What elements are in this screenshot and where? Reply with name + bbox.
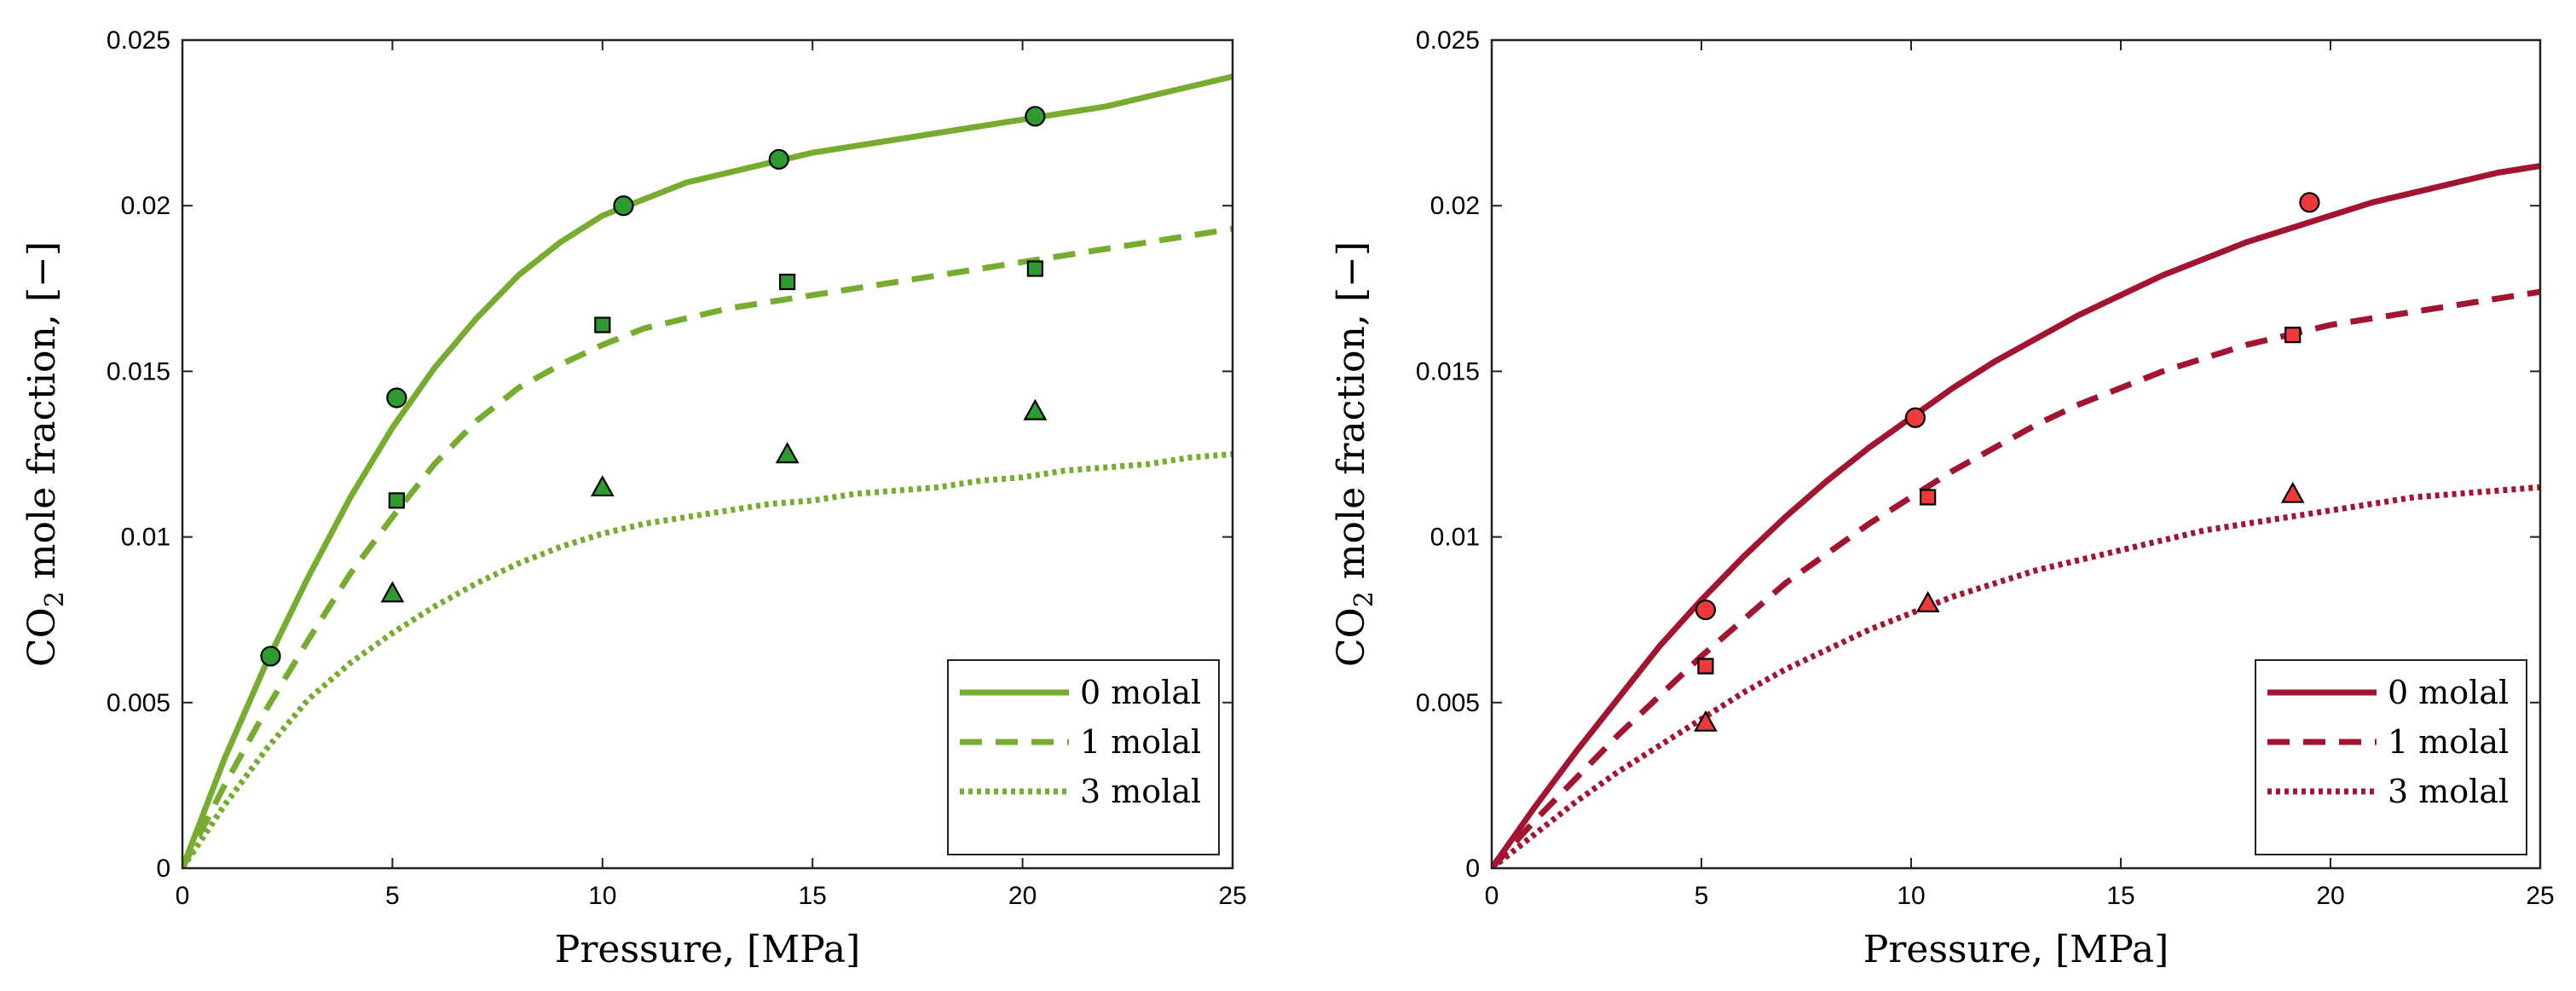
- legend-label: 0 molal: [1080, 674, 1201, 711]
- y-tick-label: 0.01: [121, 524, 170, 552]
- data-point-circle: [1695, 599, 1717, 621]
- y-tick-label: 0.02: [1430, 192, 1480, 220]
- x-tick-label: 0: [1485, 882, 1499, 910]
- x-tick-label: 5: [1695, 882, 1709, 910]
- data-point-triangle: [1915, 591, 1940, 612]
- series-line-1-molal: [1492, 288, 2540, 868]
- x-tick-label: 10: [1897, 882, 1925, 910]
- y-tick-label: 0.025: [1416, 26, 1480, 55]
- y-axis-title-subscript: 2: [1349, 591, 1379, 607]
- y-tick-label: 0.02: [121, 192, 170, 220]
- series-line-1-molal: [182, 225, 1233, 868]
- data-point-triangle: [1023, 398, 1048, 420]
- x-tick-label: 15: [799, 882, 827, 910]
- y-tick-label: 0.025: [107, 26, 170, 55]
- y-tick-label: 0.015: [1416, 357, 1480, 385]
- y-axis-title-prefix: CO: [1330, 607, 1373, 667]
- curves-group: [182, 73, 1233, 868]
- axes-box: [1490, 38, 2542, 870]
- series-line-3-molal: [1492, 484, 2540, 868]
- data-point-triangle: [380, 581, 405, 603]
- x-tick-label: 20: [2316, 882, 2344, 910]
- y-tick-label: 0: [1465, 855, 1480, 883]
- axes-box: [181, 38, 1234, 870]
- x-tick-label: 10: [588, 882, 616, 910]
- series-line-0-molal: [182, 73, 1233, 868]
- y-tick-label: 0.005: [107, 689, 170, 717]
- legend-label: 3 molal: [1080, 773, 1201, 810]
- curves-group: [1492, 163, 2540, 868]
- y-axis-title-subscript: 2: [40, 591, 70, 607]
- legend-label: 3 molal: [2388, 773, 2509, 810]
- y-axis-title-suffix: mole fraction, [−]: [20, 241, 64, 591]
- data-point-square: [2284, 327, 2302, 344]
- y-axis-title: CO2 mole fraction, [−]: [1330, 241, 1379, 667]
- data-point-circle: [613, 195, 634, 217]
- data-point-square: [1920, 489, 1937, 506]
- legend: 0 molal 1 molal 3 molal: [947, 659, 1220, 855]
- data-point-circle: [2299, 192, 2320, 213]
- data-point-triangle: [2280, 481, 2305, 503]
- series-line-3-molal: [182, 451, 1233, 868]
- y-axis-title-suffix: mole fraction, [−]: [1330, 241, 1373, 591]
- x-axis-title: Pressure, [MPa]: [1863, 928, 2169, 971]
- data-point-square: [1026, 260, 1043, 277]
- y-tick-label: 0: [156, 855, 170, 883]
- x-tick-label: 25: [1218, 882, 1246, 910]
- y-axis-title-prefix: CO: [20, 607, 64, 667]
- data-point-circle: [768, 148, 789, 170]
- y-axis-title: CO2 mole fraction, [−]: [20, 241, 70, 667]
- data-point-triangle: [1694, 710, 1718, 732]
- data-point-square: [594, 316, 611, 333]
- data-point-square: [779, 273, 796, 291]
- legend: 0 molal 1 molal 3 molal: [2255, 659, 2527, 855]
- legend-label: 1 molal: [2388, 723, 2509, 761]
- data-point-circle: [260, 646, 281, 667]
- y-tick-label: 0.005: [1416, 689, 1480, 717]
- x-tick-label: 25: [2526, 882, 2554, 910]
- data-point-circle: [386, 387, 407, 409]
- series-line-0-molal: [1492, 163, 2540, 868]
- x-axis-title: Pressure, [MPa]: [555, 928, 860, 971]
- data-point-circle: [1904, 407, 1926, 428]
- x-tick-label: 20: [1008, 882, 1037, 910]
- chart-panel-1: 0 5 10 15 20 25 0 0.005 0.01 0.015 0.02 0.025 Pressu…: [20, 26, 1247, 971]
- legend-label: 0 molal: [2388, 674, 2509, 711]
- data-point-circle: [1025, 106, 1046, 127]
- x-tick-label: 0: [176, 882, 190, 910]
- y-tick-label: 0.015: [107, 357, 170, 385]
- data-point-square: [1697, 658, 1714, 675]
- data-point-triangle: [775, 442, 800, 464]
- data-point-triangle: [590, 475, 615, 497]
- x-tick-label: 15: [2106, 882, 2134, 910]
- y-tick-label: 0.01: [1430, 524, 1480, 552]
- data-point-square: [388, 492, 405, 509]
- legend-label: 1 molal: [1080, 723, 1201, 761]
- chart-panel-2: 0 5 10 15 20 25 0 0.005 0.01 0.015 0.02 0.025 Pressu…: [1330, 26, 2555, 971]
- x-tick-label: 5: [385, 882, 400, 910]
